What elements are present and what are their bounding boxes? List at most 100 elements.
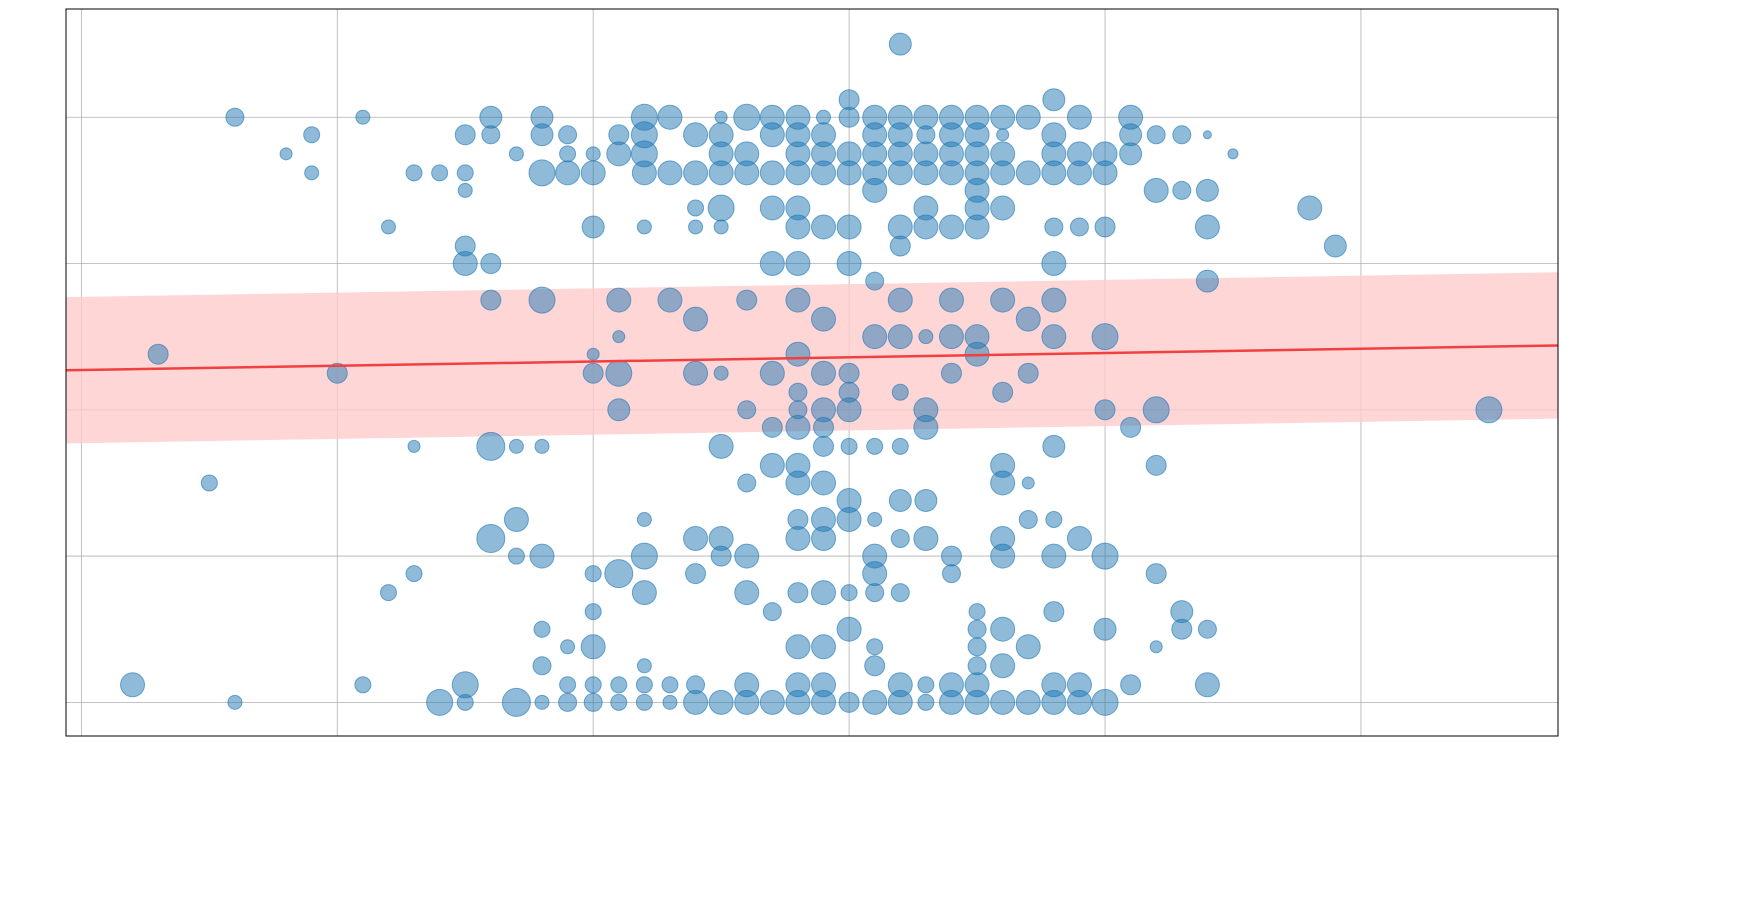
data-point [707,194,735,222]
points-layer [120,32,1503,717]
data-point [405,164,423,182]
data-point [1194,672,1220,698]
data-point [866,437,884,455]
data-point [785,526,811,552]
data-point [736,289,758,311]
data-point [862,561,888,587]
data-point [838,691,860,713]
data-point [1091,323,1119,351]
data-point [683,306,709,332]
data-point [708,689,734,715]
data-point [683,689,709,715]
data-point [636,219,652,235]
data-point [1042,434,1066,458]
data-point [688,219,704,235]
data-point [785,689,811,715]
data-point [662,694,678,710]
data-point [683,160,709,186]
data-point [887,214,913,240]
data-point [713,365,729,381]
data-point [1018,510,1038,530]
data-point [1195,269,1219,293]
data-point [734,580,760,606]
data-point [1143,177,1169,203]
data-point [787,582,809,604]
data-point [1194,214,1220,240]
data-point [990,689,1016,715]
data-point [1041,160,1067,186]
data-point [990,616,1016,642]
data-point [635,676,653,694]
data-point [503,507,529,533]
data-point [454,124,476,146]
data-point [657,160,683,186]
data-point [913,526,939,552]
data-point [887,689,913,715]
data-point [967,656,987,676]
data-point [555,160,581,186]
data-point [304,165,320,181]
data-point [407,439,421,453]
data-point [996,128,1010,142]
data-point [913,414,939,440]
data-point [887,287,913,313]
data-point [1172,125,1192,145]
data-point [759,160,785,186]
data-point [582,362,604,384]
data-point [604,559,634,589]
data-point [584,603,602,621]
data-point [913,160,939,186]
data-point [303,126,321,144]
data-point [1145,563,1167,585]
data-point [606,287,632,313]
data-point [964,324,990,350]
data-point [480,289,502,311]
data-point [1120,674,1142,696]
data-point [1120,416,1142,438]
regression-line [65,344,1559,372]
data-point [631,160,657,186]
data-point [1015,104,1041,130]
data-point [1197,619,1217,639]
data-point [481,125,501,145]
data-point [785,214,811,240]
data-point [734,160,760,186]
data-point [710,545,732,567]
data-point [279,147,293,161]
data-point [887,324,913,350]
data-point [452,251,478,277]
data-point [918,329,934,345]
data-point [1044,217,1064,237]
data-point [916,125,936,145]
data-point [1042,88,1066,112]
data-point [811,470,837,496]
data-point [836,507,862,533]
data-point [891,437,909,455]
data-point [583,692,603,712]
data-point [737,400,757,420]
data-point [737,473,757,493]
data-point [917,693,935,711]
data-point [785,470,811,496]
data-point [610,693,628,711]
data-point [405,565,423,583]
data-point [683,526,709,552]
data-point [708,433,734,459]
data-point [1145,454,1167,476]
data-point [558,692,578,712]
data-point [580,634,606,660]
data-point [605,359,633,387]
data-point [1119,142,1143,166]
data-point [657,104,683,130]
data-point [558,125,578,145]
data-point [630,542,658,570]
data-point [811,214,837,240]
data-point [683,122,709,148]
data-point [864,655,886,677]
data-point [811,526,837,552]
data-point [610,676,628,694]
data-point [811,580,837,606]
data-point [968,603,986,621]
data-point [816,109,832,125]
